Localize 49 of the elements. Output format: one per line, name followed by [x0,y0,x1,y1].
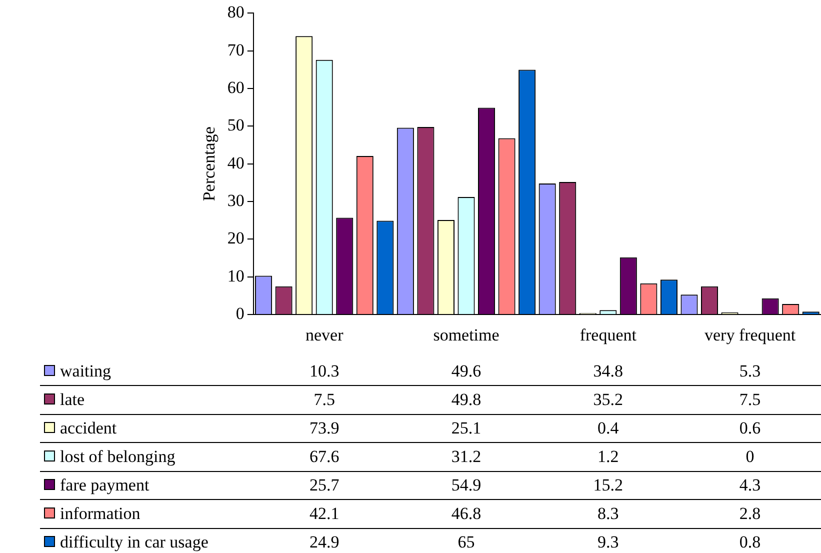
legend-label: waiting [60,361,112,380]
y-tick-label: 30 [227,191,244,210]
x-tick-label: never [305,325,344,344]
legend-label: lost of belonging [60,446,176,466]
x-tick-label: frequent [580,325,637,344]
y-tick-label: 0 [236,304,244,324]
data-label: 24.9 [309,532,340,552]
data-label: 9.3 [598,532,619,552]
y-tick-label: 40 [227,153,244,172]
data-label: 7.5 [739,390,761,409]
data-label: 0.8 [739,532,761,552]
y-axis-title: Percentage [200,126,219,202]
data-label: 2.8 [739,504,761,523]
legend-label: accident [60,418,117,438]
legend-label: fare payment [60,475,150,494]
data-label: 8.3 [598,504,619,523]
data-label: 15.2 [593,475,624,494]
data-label: 1.2 [598,446,619,466]
x-tick-label: sometime [433,325,500,344]
data-label: 0 [746,446,754,466]
data-label: 10.3 [309,361,340,380]
data-label: 67.6 [309,446,340,466]
data-label: 42.1 [309,504,340,523]
data-label: 25.1 [451,418,482,438]
y-tick-label: 60 [227,78,244,98]
data-label: 4.3 [739,475,761,494]
data-label: 7.5 [314,390,335,409]
y-tick-label: 50 [227,116,244,135]
legend-label: information [60,504,141,523]
data-label: 65 [458,532,475,552]
y-tick-label: 10 [227,266,244,286]
legend-label: difficulty in car usage [60,532,208,552]
y-tick-label: 20 [227,228,244,248]
x-tick-label: very frequent [704,325,796,344]
data-label: 54.9 [451,475,482,494]
y-tick-label: 70 [227,40,244,60]
data-label: 0.6 [739,418,761,438]
data-label: 49.8 [451,390,482,409]
data-label: 5.3 [739,361,761,380]
data-label: 25.7 [309,475,340,494]
data-label: 35.2 [593,390,624,409]
data-label: 46.8 [451,504,482,523]
data-label: 31.2 [451,446,482,466]
y-tick-label: 80 [227,2,244,22]
data-label: 34.8 [593,361,624,380]
data-label: 73.9 [309,418,340,438]
data-label: 49.6 [451,361,482,380]
data-label: 0.4 [598,418,620,438]
legend-label: late [60,390,85,409]
